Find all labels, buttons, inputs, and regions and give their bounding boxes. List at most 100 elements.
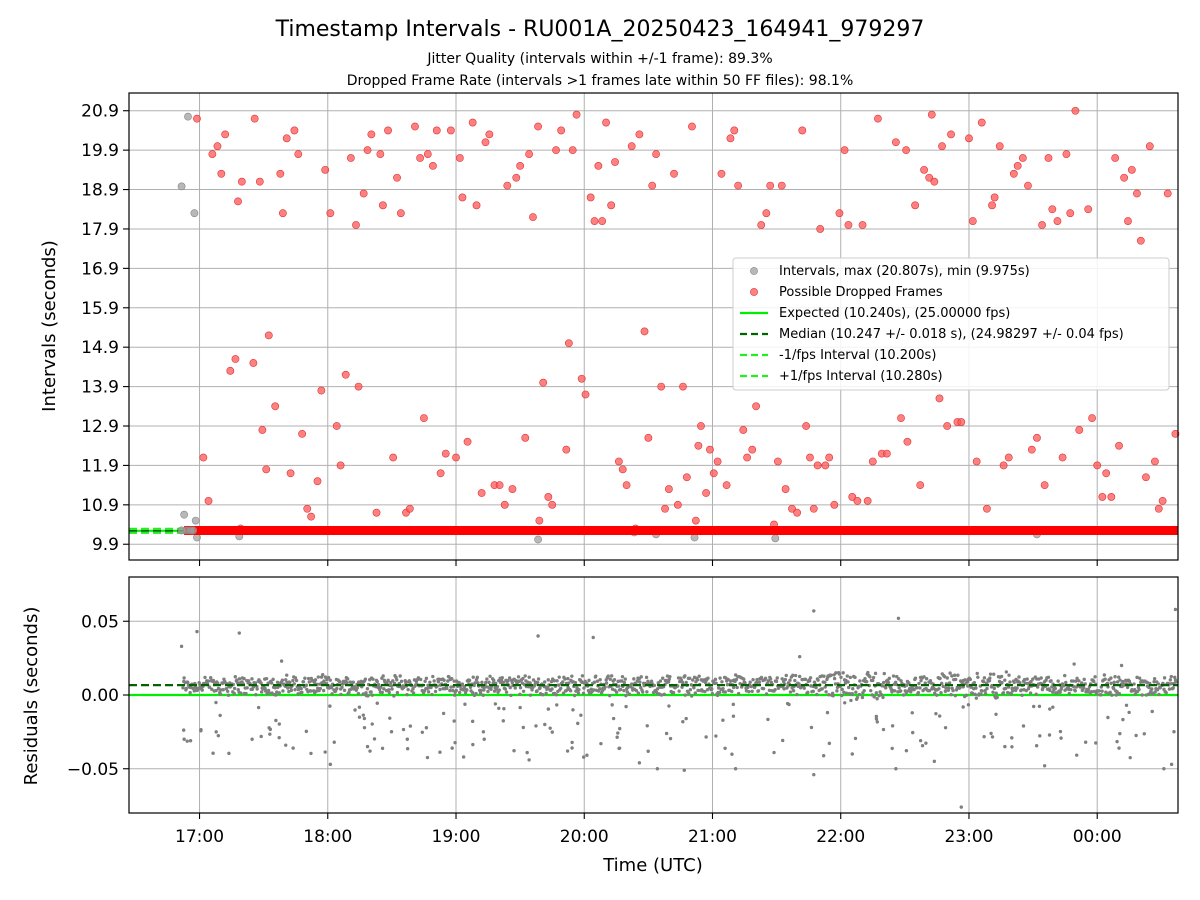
dropped-frame-point <box>217 169 226 178</box>
residual-point <box>313 678 318 682</box>
residual-point <box>457 690 462 695</box>
residual-point <box>322 679 326 683</box>
residual-point <box>829 673 833 677</box>
residual-point <box>559 686 563 691</box>
residual-point <box>636 691 641 695</box>
residual-point <box>872 695 876 699</box>
residual-point <box>340 685 344 690</box>
residual-point <box>1010 745 1014 749</box>
residual-point <box>401 727 406 732</box>
residual-point <box>370 693 374 697</box>
residual-point <box>759 675 764 680</box>
dropped-frame-point <box>500 500 509 509</box>
dropped-frame-point <box>995 142 1004 151</box>
dropped-frame-point <box>652 150 660 158</box>
dropped-frame-point <box>762 209 771 218</box>
residual-point <box>546 678 550 682</box>
dropped-frame-point <box>798 126 807 135</box>
residual-point <box>233 675 237 679</box>
dropped-frame-point <box>844 221 853 229</box>
residual-point <box>652 683 657 688</box>
residual-point <box>723 690 728 694</box>
top-y-tick-label: 19.9 <box>81 141 119 161</box>
dropped-frame-point <box>446 126 455 135</box>
residual-point <box>338 680 342 684</box>
residual-point <box>211 751 215 755</box>
dropped-frame-point <box>709 469 718 478</box>
residual-point <box>442 678 446 682</box>
residual-outlier-point <box>1117 746 1121 750</box>
residual-point <box>362 725 367 730</box>
dropped-frame-point <box>920 165 928 174</box>
residual-point <box>662 692 666 697</box>
residual-point <box>1169 674 1173 679</box>
residual-point <box>1050 685 1054 689</box>
dropped-frame-point <box>534 122 542 131</box>
dropped-frame-point <box>927 110 936 119</box>
x-tick-label: 20:00 <box>560 827 609 847</box>
residual-point <box>488 674 492 679</box>
residual-point <box>966 684 970 688</box>
dropped-frame-point <box>436 469 445 478</box>
dropped-frame-point <box>495 481 504 490</box>
residual-point <box>1074 679 1078 683</box>
residual-point <box>200 688 204 692</box>
residual-point <box>831 694 835 698</box>
residual-point <box>939 691 943 695</box>
residual-point <box>428 680 432 684</box>
residual-point <box>375 679 379 684</box>
residual-point <box>493 702 498 706</box>
residual-point <box>629 682 634 686</box>
residual-point <box>287 689 291 694</box>
residual-point <box>216 733 221 738</box>
residual-point <box>385 681 389 685</box>
dropped-frame-point <box>568 146 577 155</box>
residual-point <box>715 693 720 698</box>
residual-point <box>988 676 992 680</box>
residual-point <box>802 686 806 690</box>
dropped-frame-point <box>363 146 372 155</box>
residual-point <box>868 675 872 679</box>
residual-point <box>666 680 671 684</box>
residual-point <box>788 678 792 682</box>
residual-point <box>713 677 718 682</box>
residual-point <box>807 679 812 683</box>
dropped-frame-point <box>1027 445 1036 454</box>
residual-point <box>950 674 954 678</box>
dropped-frame-point <box>234 197 242 206</box>
dropped-frame-point <box>697 422 705 430</box>
dropped-frame-point <box>840 146 849 155</box>
residual-point <box>844 691 849 695</box>
residual-point <box>946 686 951 690</box>
dropped-frame-point <box>1053 217 1062 225</box>
residual-point <box>1137 687 1141 692</box>
dropped-frame-point <box>432 126 441 135</box>
dropped-frame-point <box>891 138 900 147</box>
residual-point <box>937 687 941 691</box>
residual-point <box>895 674 899 679</box>
residual-point <box>1010 736 1014 740</box>
residual-point <box>994 712 998 717</box>
residual-point <box>378 685 383 689</box>
residual-point <box>473 681 477 685</box>
residual-point <box>306 676 311 681</box>
residual-point <box>395 690 400 695</box>
residual-point <box>380 746 385 751</box>
dropped-frame-point <box>777 181 786 190</box>
residual-point <box>612 677 617 682</box>
residual-point <box>501 719 506 723</box>
dropped-frame-point <box>972 457 981 466</box>
residual-point <box>742 677 746 681</box>
residual-point <box>1081 685 1086 690</box>
dropped-frame-point <box>508 485 517 493</box>
residual-point <box>246 679 251 683</box>
residual-point <box>972 680 977 685</box>
residual-plot-grid <box>129 577 1178 813</box>
dropped-frame-point <box>627 142 636 151</box>
residual-point <box>668 674 672 679</box>
residual-point <box>639 675 643 679</box>
residual-point <box>518 692 522 697</box>
residual-point <box>420 730 425 734</box>
residual-point <box>1172 730 1176 734</box>
residual-point <box>426 690 431 694</box>
